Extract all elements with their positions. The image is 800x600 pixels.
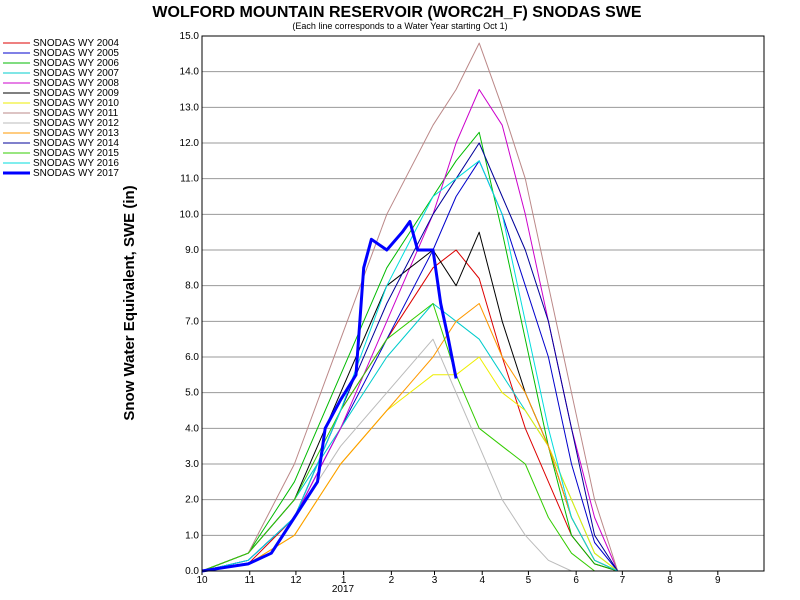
y-tick-label: 12.0 bbox=[180, 138, 200, 149]
gridlines bbox=[202, 71, 764, 536]
x-tick-label: 3 bbox=[432, 575, 438, 586]
series-line bbox=[201, 131, 618, 572]
x-tick-label: 9 bbox=[715, 575, 721, 586]
legend-entry: SNODAS WY 2005 bbox=[33, 48, 119, 59]
legend-entry: SNODAS WY 2004 bbox=[33, 38, 119, 49]
x-tick-label: 10 bbox=[196, 575, 208, 586]
y-tick-label: 7.0 bbox=[185, 316, 199, 327]
legend-entry: SNODAS WY 2007 bbox=[33, 68, 119, 79]
y-tick-label: 4.0 bbox=[185, 423, 199, 434]
x-year-label: 2017 bbox=[332, 584, 355, 595]
x-ticks: 10 11 12 1 2 3 4 5 6 7 8 9 bbox=[196, 571, 721, 586]
legend-entry: SNODAS WY 2017 bbox=[33, 168, 119, 179]
series-line bbox=[201, 42, 619, 572]
y-ticks: 0.0 1.0 2.0 3.0 4.0 5.0 6.0 7.0 8.0 9.0 10.0 11.0 12… bbox=[180, 31, 200, 577]
legend-entry: SNODAS WY 2014 bbox=[33, 138, 119, 149]
y-tick-label: 2.0 bbox=[185, 495, 199, 506]
x-tick-label: 8 bbox=[667, 575, 673, 586]
x-tick-label: 11 bbox=[245, 575, 256, 586]
chart-subtitle: (Each line corresponds to a Water Year s… bbox=[292, 21, 507, 31]
x-tick-label: 12 bbox=[290, 575, 302, 586]
y-tick-label: 8.0 bbox=[185, 281, 199, 292]
legend-entry: SNODAS WY 2015 bbox=[33, 148, 119, 159]
x-tick-label: 2 bbox=[389, 575, 395, 586]
y-tick-label: 14.0 bbox=[180, 67, 200, 78]
legend-entry: SNODAS WY 2012 bbox=[33, 118, 119, 129]
y-tick-label: 10.0 bbox=[180, 209, 200, 220]
series-line bbox=[201, 303, 619, 572]
legend-entry: SNODAS WY 2013 bbox=[33, 128, 119, 139]
y-tick-label: 13.0 bbox=[180, 102, 200, 113]
y-tick-label: 11.0 bbox=[180, 174, 199, 185]
plot-frame bbox=[201, 35, 765, 572]
x-tick-label: 7 bbox=[620, 575, 626, 586]
legend-entry: SNODAS WY 2011 bbox=[33, 108, 119, 119]
x-tick-label: 5 bbox=[526, 575, 532, 586]
series-lines bbox=[201, 42, 619, 573]
y-tick-label: 5.0 bbox=[185, 388, 199, 399]
series-line bbox=[201, 303, 618, 572]
series-line bbox=[201, 303, 618, 572]
x-tick-label: 6 bbox=[573, 575, 579, 586]
legend-entry: SNODAS WY 2006 bbox=[33, 58, 119, 69]
series-line bbox=[201, 231, 618, 572]
legend-entry: SNODAS WY 2016 bbox=[33, 158, 119, 169]
legend-entry: SNODAS WY 2010 bbox=[33, 98, 119, 109]
x-tick-label: 1 bbox=[341, 575, 347, 586]
y-tick-label: 9.0 bbox=[185, 245, 199, 256]
y-tick-label: 3.0 bbox=[185, 459, 199, 470]
chart-title: WOLFORD MOUNTAIN RESERVOIR (WORC2H_F) SN… bbox=[152, 4, 642, 21]
y-axis-label: Snow Water Equivalent, SWE (in) bbox=[121, 185, 138, 420]
x-tick-label: 4 bbox=[479, 575, 485, 586]
y-tick-label: 1.0 bbox=[185, 530, 199, 541]
legend-entry: SNODAS WY 2009 bbox=[33, 88, 119, 99]
legend-entry: SNODAS WY 2008 bbox=[33, 78, 119, 89]
y-tick-label: 6.0 bbox=[185, 352, 199, 363]
y-tick-label: 0.0 bbox=[185, 566, 199, 577]
series-line bbox=[201, 160, 618, 572]
y-tick-label: 15.0 bbox=[180, 31, 200, 42]
series-line bbox=[201, 220, 458, 573]
